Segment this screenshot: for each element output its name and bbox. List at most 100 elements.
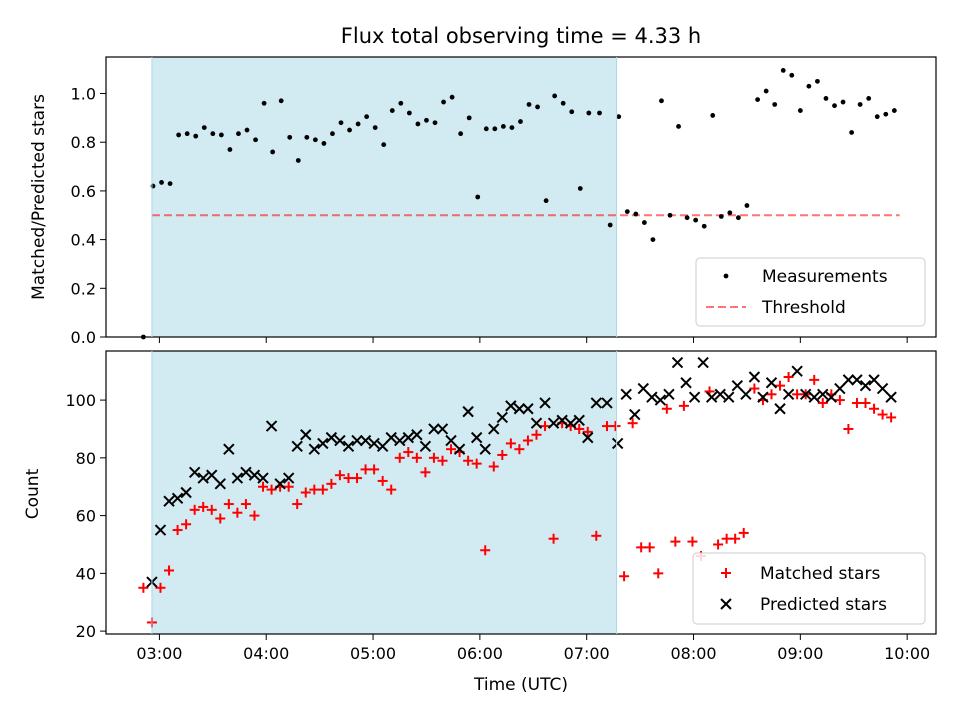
matched-star-point	[653, 568, 664, 579]
predicted-star-point	[197, 472, 209, 484]
matched-star-point	[661, 403, 672, 414]
matched-star-point	[730, 533, 741, 544]
predicted-star-point	[359, 434, 372, 447]
measurement-point	[763, 88, 769, 94]
predicted-star-point	[825, 391, 838, 403]
predicted-star-point	[453, 443, 466, 455]
measurement-point	[458, 131, 464, 137]
matched-star-point	[627, 418, 638, 429]
x-tick-label: 09:00	[777, 644, 823, 663]
predicted-star-point	[868, 374, 880, 386]
matched-star-point	[394, 452, 405, 463]
measurement-point	[659, 98, 664, 104]
matched-star-point	[343, 473, 354, 484]
measurement-point	[797, 108, 803, 113]
measurement-point	[607, 222, 613, 228]
predicted-star-point	[428, 423, 440, 435]
measurement-point	[701, 223, 707, 229]
measurement-point	[806, 83, 812, 89]
predicted-star-point	[488, 423, 500, 435]
measurement-point	[693, 217, 699, 223]
matched-star-point	[420, 467, 431, 478]
matched-star-point	[172, 525, 183, 536]
x-tick-label: 05:00	[350, 644, 396, 663]
matched-star-point	[601, 421, 612, 432]
predicted-star-point	[688, 391, 701, 403]
predicted-star-point	[180, 486, 192, 499]
measurement-point	[475, 194, 481, 200]
measurement-point	[218, 132, 224, 138]
matched-star-point	[792, 389, 803, 400]
matched-star-point	[164, 565, 175, 576]
predicted-star-point	[629, 408, 641, 421]
measurement-point	[684, 215, 690, 221]
measurement-point	[616, 114, 622, 120]
measurement-point	[236, 131, 241, 137]
predicted-star-point	[257, 472, 269, 484]
measurement-point	[398, 100, 404, 106]
ratio-legend: Measurements Threshold	[695, 257, 926, 327]
predicted-star-point	[582, 431, 594, 444]
predicted-star-point	[436, 423, 449, 435]
measurement-point	[466, 115, 472, 121]
measurement-point	[883, 111, 889, 117]
count-y-axis-label: Count	[23, 468, 43, 519]
matched-star-point	[687, 536, 698, 547]
predicted-star-point	[697, 356, 709, 369]
ratio-y-axis-label: Matched/Predicted stars	[29, 94, 49, 300]
measurement-point	[780, 67, 786, 73]
measurement-point	[650, 237, 656, 243]
matched-star-point	[582, 426, 593, 437]
predicted-star-point	[859, 379, 872, 392]
predicted-star-point	[774, 403, 786, 415]
measurement-point	[849, 130, 855, 135]
predicted-star-point	[513, 403, 526, 415]
measurement-point	[891, 108, 897, 113]
predicted-star-point	[317, 437, 329, 450]
measurement-point	[253, 137, 258, 143]
measurement-point	[676, 123, 681, 129]
measurement-point	[372, 125, 378, 131]
measurement-point	[338, 120, 344, 126]
predicted-star-point	[342, 440, 355, 453]
matched-star-point	[540, 421, 551, 432]
predicted-star-point	[680, 377, 692, 389]
matched-star-point	[446, 444, 457, 455]
predicted-star-point	[834, 382, 846, 395]
matched-star-point	[678, 400, 689, 411]
matched-star-point	[869, 403, 880, 414]
measurement-point	[330, 131, 335, 137]
matched-star-point	[155, 582, 166, 593]
measurement-point	[543, 198, 549, 204]
measurement-point	[176, 132, 182, 138]
measurement-point	[832, 103, 837, 109]
predicted-star-point	[590, 397, 603, 409]
predicted-star-point	[791, 365, 803, 377]
predicted-star-point	[573, 414, 585, 427]
predicted-star-point	[731, 379, 744, 392]
matched-star-point	[574, 423, 585, 434]
measurement-point	[535, 104, 540, 110]
matched-star-point	[266, 484, 277, 495]
y-tick-label: 60	[76, 507, 96, 526]
measurement-point	[552, 93, 558, 99]
measurement-point	[483, 126, 489, 132]
matched-star-point	[766, 389, 777, 400]
predicted-star-point	[445, 434, 457, 447]
matched-star-point	[843, 423, 854, 434]
predicted-star-point	[842, 374, 855, 386]
matched-star-point	[189, 504, 200, 515]
ratio-x-ticks	[158, 337, 908, 343]
measurement-point	[270, 149, 276, 155]
matched-star-point	[326, 478, 337, 489]
x-tick-label: 04:00	[243, 644, 289, 663]
matched-star-point	[721, 533, 732, 544]
predicted-star-point	[171, 492, 184, 504]
count-plot-frame	[105, 350, 937, 635]
matched-star-point	[138, 582, 149, 593]
measurement-point	[518, 119, 523, 124]
predicted-star-point	[539, 397, 551, 409]
matched-star-point	[283, 481, 294, 492]
measurement-point	[381, 142, 387, 148]
matched-star-point	[670, 536, 681, 547]
